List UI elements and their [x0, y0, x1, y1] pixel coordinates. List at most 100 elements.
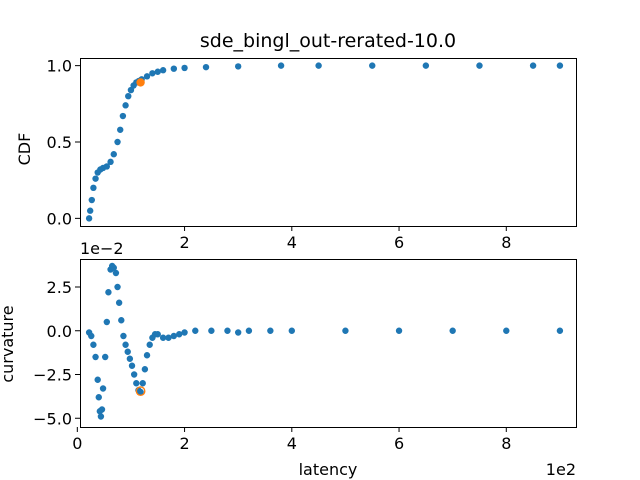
y-axis-label: CDF: [15, 133, 34, 166]
data-point: [556, 327, 564, 334]
y-tick-label: 0.0: [47, 322, 72, 341]
data-point: [98, 406, 106, 413]
data-point: [92, 175, 99, 182]
data-point: [110, 151, 117, 158]
data-point: [556, 62, 564, 69]
data-point: [143, 352, 151, 359]
curvature-panel: 1e−2 curvature latency 1e2 0 2 4 6 8 −5.0 −2.5…: [0, 239, 577, 479]
chart-title: sde_bingl_out-rerated-10.0: [200, 30, 456, 52]
data-point: [90, 184, 97, 192]
data-point: [112, 269, 120, 277]
data-point: [143, 73, 151, 80]
x-tick-label: 4: [287, 233, 297, 252]
data-point: [90, 341, 97, 348]
x-tick-label: 2: [179, 233, 189, 252]
data-point: [288, 327, 296, 334]
data-point: [88, 196, 95, 204]
data-point: [342, 327, 349, 334]
data-point: [117, 126, 124, 133]
data-point: [133, 380, 140, 387]
highlight-ring: [135, 386, 146, 397]
data-point: [476, 62, 483, 69]
data-point: [119, 112, 127, 120]
data-point: [97, 413, 105, 420]
x-tick-label: 4: [287, 434, 297, 453]
cdf-highlight: [136, 78, 145, 87]
data-point: [92, 353, 99, 361]
y-tick-label: 0.0: [47, 209, 72, 228]
data-point: [86, 207, 94, 214]
cdf-axes-frame: [80, 58, 577, 227]
data-point: [99, 385, 107, 392]
data-point: [124, 348, 131, 355]
data-point: [94, 376, 101, 383]
data-point: [88, 332, 95, 340]
data-point: [103, 318, 111, 326]
data-point: [110, 264, 117, 271]
data-point: [154, 331, 161, 338]
data-point: [141, 366, 149, 373]
curvature-series: [85, 262, 564, 420]
data-point: [245, 327, 253, 334]
data-point: [181, 64, 188, 72]
highlight-point: [136, 78, 145, 87]
y-tick-label: 1.0: [47, 57, 72, 76]
data-point: [122, 102, 129, 109]
data-point: [170, 65, 178, 72]
y-axis-label: curvature: [0, 305, 17, 382]
x-tick-label: 8: [501, 233, 511, 252]
data-point: [234, 63, 242, 70]
data-point: [503, 327, 510, 334]
data-point: [146, 341, 153, 348]
data-point: [115, 299, 123, 306]
y-tick-label: −5.0: [33, 409, 72, 428]
data-point: [126, 355, 134, 362]
data-point: [114, 138, 121, 146]
x-tick-label: 2: [179, 434, 189, 453]
data-point: [122, 341, 129, 348]
data-point: [234, 329, 242, 336]
data-point: [149, 70, 156, 77]
data-point: [449, 327, 456, 334]
data-point: [102, 353, 109, 361]
cdf-ticks: 2 4 6 8 0.0 0.5 1.0: [47, 57, 512, 252]
data-point: [125, 92, 132, 100]
curvature-ticks: 0 2 4 6 8 −5.0 −2.5 0.0 2.5: [33, 278, 511, 453]
x-offset-text: 1e2: [546, 460, 576, 479]
data-point: [120, 332, 127, 340]
data-point: [139, 380, 146, 387]
data-point: [137, 388, 144, 396]
curvature-axes-frame: [80, 259, 577, 428]
data-point: [395, 327, 403, 334]
data-point: [118, 317, 125, 324]
x-tick-label: 0: [72, 434, 82, 453]
data-point: [529, 62, 537, 69]
x-tick-label: 6: [394, 233, 404, 252]
cdf-panel: sde_bingl_out-rerated-10.0 CDF 2 4 6 8 0.0 0.…: [15, 30, 577, 252]
y-tick-label: −2.5: [33, 366, 72, 385]
data-point: [114, 283, 121, 291]
data-point: [277, 62, 285, 69]
data-point: [176, 331, 183, 338]
x-axis-label: latency: [299, 460, 358, 479]
data-point: [103, 163, 111, 170]
x-tick-label: 6: [394, 434, 404, 453]
data-point: [95, 394, 102, 401]
data-point: [315, 62, 322, 69]
data-point: [369, 62, 376, 69]
data-point: [202, 63, 210, 71]
curvature-highlight: [135, 386, 146, 397]
data-point: [192, 327, 199, 334]
data-point: [105, 289, 112, 296]
data-point: [107, 158, 114, 166]
data-point: [165, 334, 172, 341]
data-point: [128, 362, 136, 369]
data-point: [267, 327, 274, 334]
y-offset-text: 1e−2: [80, 239, 124, 258]
data-point: [208, 327, 215, 334]
data-point: [154, 68, 161, 75]
x-tick-label: 8: [501, 434, 511, 453]
data-point: [422, 62, 430, 69]
